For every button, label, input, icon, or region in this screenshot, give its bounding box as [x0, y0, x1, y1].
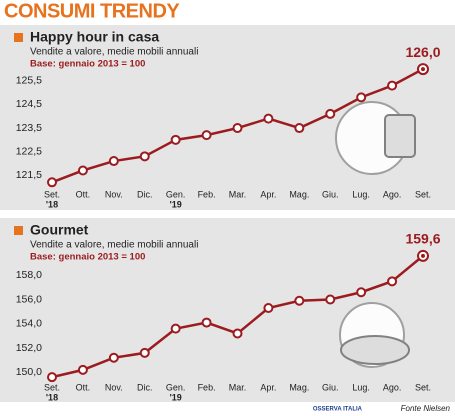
- year-label: '19: [170, 392, 182, 402]
- chart-title: Happy hour in casa: [30, 29, 159, 45]
- y-tick-label: 124,5: [16, 98, 42, 110]
- value-label: 126,0: [405, 44, 440, 60]
- point: [387, 80, 398, 91]
- source: Fonte Nielsen: [401, 404, 451, 413]
- x-tick-label: Nov.: [105, 382, 123, 392]
- y-tick-label: 121,5: [16, 169, 42, 181]
- title-marker: [14, 226, 23, 235]
- x-tick-label: Mar.: [229, 382, 247, 392]
- y-tick-label: 122,5: [16, 145, 42, 157]
- x-tick-label: Mag.: [289, 189, 309, 199]
- note: Base: gennaio 2013 = 100: [30, 59, 145, 70]
- point: [47, 372, 57, 383]
- x-tick-label: Mag.: [289, 382, 309, 392]
- subtitle: Vendite a valore, medie mobili annuali: [30, 240, 198, 251]
- x-tick-label: Set.: [44, 382, 60, 392]
- x-tick-label: Apr.: [260, 382, 276, 392]
- point-center: [421, 253, 425, 258]
- x-tick-label: Mar.: [229, 189, 247, 199]
- point: [170, 134, 181, 145]
- year-label: '18: [46, 199, 58, 209]
- x-tick-label: Giu.: [322, 189, 339, 199]
- x-tick-label: Giu.: [322, 382, 339, 392]
- point: [232, 328, 243, 339]
- x-tick-label: Gen.: [166, 189, 186, 199]
- point: [77, 364, 88, 375]
- point: [108, 352, 119, 363]
- point: [325, 294, 336, 305]
- x-tick-label: Feb.: [198, 189, 216, 199]
- x-tick-label: Ott.: [76, 189, 91, 199]
- y-tick-label: 152,0: [16, 342, 42, 354]
- main-title: CONSUMI TRENDY: [4, 0, 180, 22]
- x-tick-label: Dic.: [137, 382, 153, 392]
- x-tick-label: Set.: [44, 189, 60, 199]
- point: [77, 165, 88, 176]
- point: [170, 323, 181, 334]
- illustration: [335, 101, 416, 368]
- point: [294, 295, 305, 306]
- x-tick-label: Gen.: [166, 382, 186, 392]
- point: [232, 123, 243, 134]
- logo: OSSERVA ITALIA: [313, 407, 363, 413]
- x-tick-label: Apr.: [260, 189, 276, 199]
- x-tick-label: Set.: [415, 382, 431, 392]
- x-tick-label: Ott.: [76, 382, 91, 392]
- point: [108, 156, 119, 167]
- x-tick-label: Feb.: [198, 382, 216, 392]
- y-tick-label: 154,0: [16, 318, 42, 330]
- point: [325, 108, 336, 119]
- x-tick-label: Ago.: [383, 382, 402, 392]
- chart-title: Gourmet: [30, 222, 89, 238]
- point: [263, 303, 274, 314]
- point: [356, 92, 367, 103]
- note: Base: gennaio 2013 = 100: [30, 252, 145, 263]
- y-tick-label: 150,0: [16, 366, 42, 378]
- year-label: '19: [170, 199, 182, 209]
- point: [201, 317, 212, 328]
- y-tick-label: 158,0: [16, 269, 42, 281]
- point: [356, 287, 367, 298]
- x-tick-label: Ago.: [383, 189, 402, 199]
- x-tick-label: Dic.: [137, 189, 153, 199]
- x-tick-label: Lug.: [352, 382, 370, 392]
- y-tick-label: 156,0: [16, 293, 42, 305]
- point: [139, 347, 150, 358]
- x-tick-label: Set.: [415, 189, 431, 199]
- point: [201, 130, 212, 141]
- y-tick-label: 123,5: [16, 122, 42, 134]
- x-tick-label: Lug.: [352, 189, 370, 199]
- title-marker: [14, 33, 23, 42]
- point-center: [421, 67, 425, 72]
- subtitle: Vendite a valore, medie mobili annuali: [30, 47, 198, 58]
- x-tick-label: Nov.: [105, 189, 123, 199]
- value-label: 159,6: [405, 231, 440, 247]
- point: [139, 151, 150, 162]
- point: [387, 276, 398, 287]
- point: [263, 113, 274, 124]
- y-tick-label: 125,5: [16, 75, 42, 87]
- point: [294, 123, 305, 134]
- point: [47, 177, 57, 188]
- year-label: '18: [46, 392, 58, 402]
